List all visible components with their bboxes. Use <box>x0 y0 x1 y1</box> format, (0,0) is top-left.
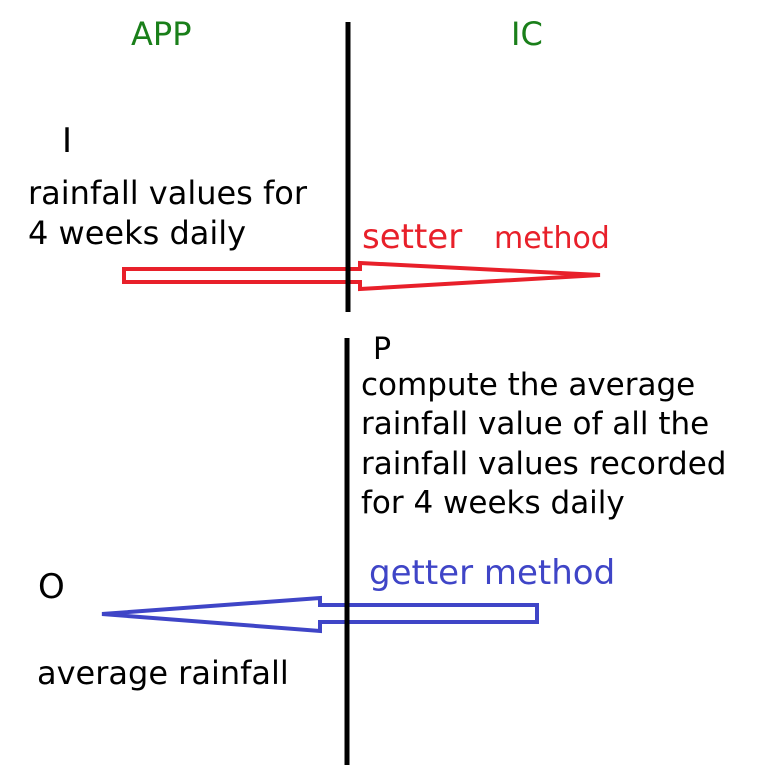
output-marker: O <box>38 567 65 607</box>
setter-arrow <box>122 260 601 292</box>
getter-arrow <box>101 595 539 634</box>
process-text-line-1: compute the average <box>361 367 696 403</box>
setter-label-word-2: method <box>494 221 610 256</box>
ic-column-heading: IC <box>511 15 543 53</box>
process-marker: P <box>373 332 392 367</box>
setter-label-word-1: setter <box>362 217 463 257</box>
input-text-line-2: 4 weeks daily <box>28 214 247 252</box>
input-text-line-1: rainfall values for <box>28 174 308 212</box>
process-text-line-4: for 4 weeks daily <box>361 485 625 521</box>
app-column-heading: APP <box>131 15 192 53</box>
process-text-line-3: rainfall values recorded <box>361 446 727 482</box>
input-marker: I <box>62 121 73 161</box>
output-text: average rainfall <box>37 654 289 692</box>
process-text-line-2: rainfall value of all the <box>361 406 710 442</box>
getter-label: getter method <box>369 553 616 593</box>
